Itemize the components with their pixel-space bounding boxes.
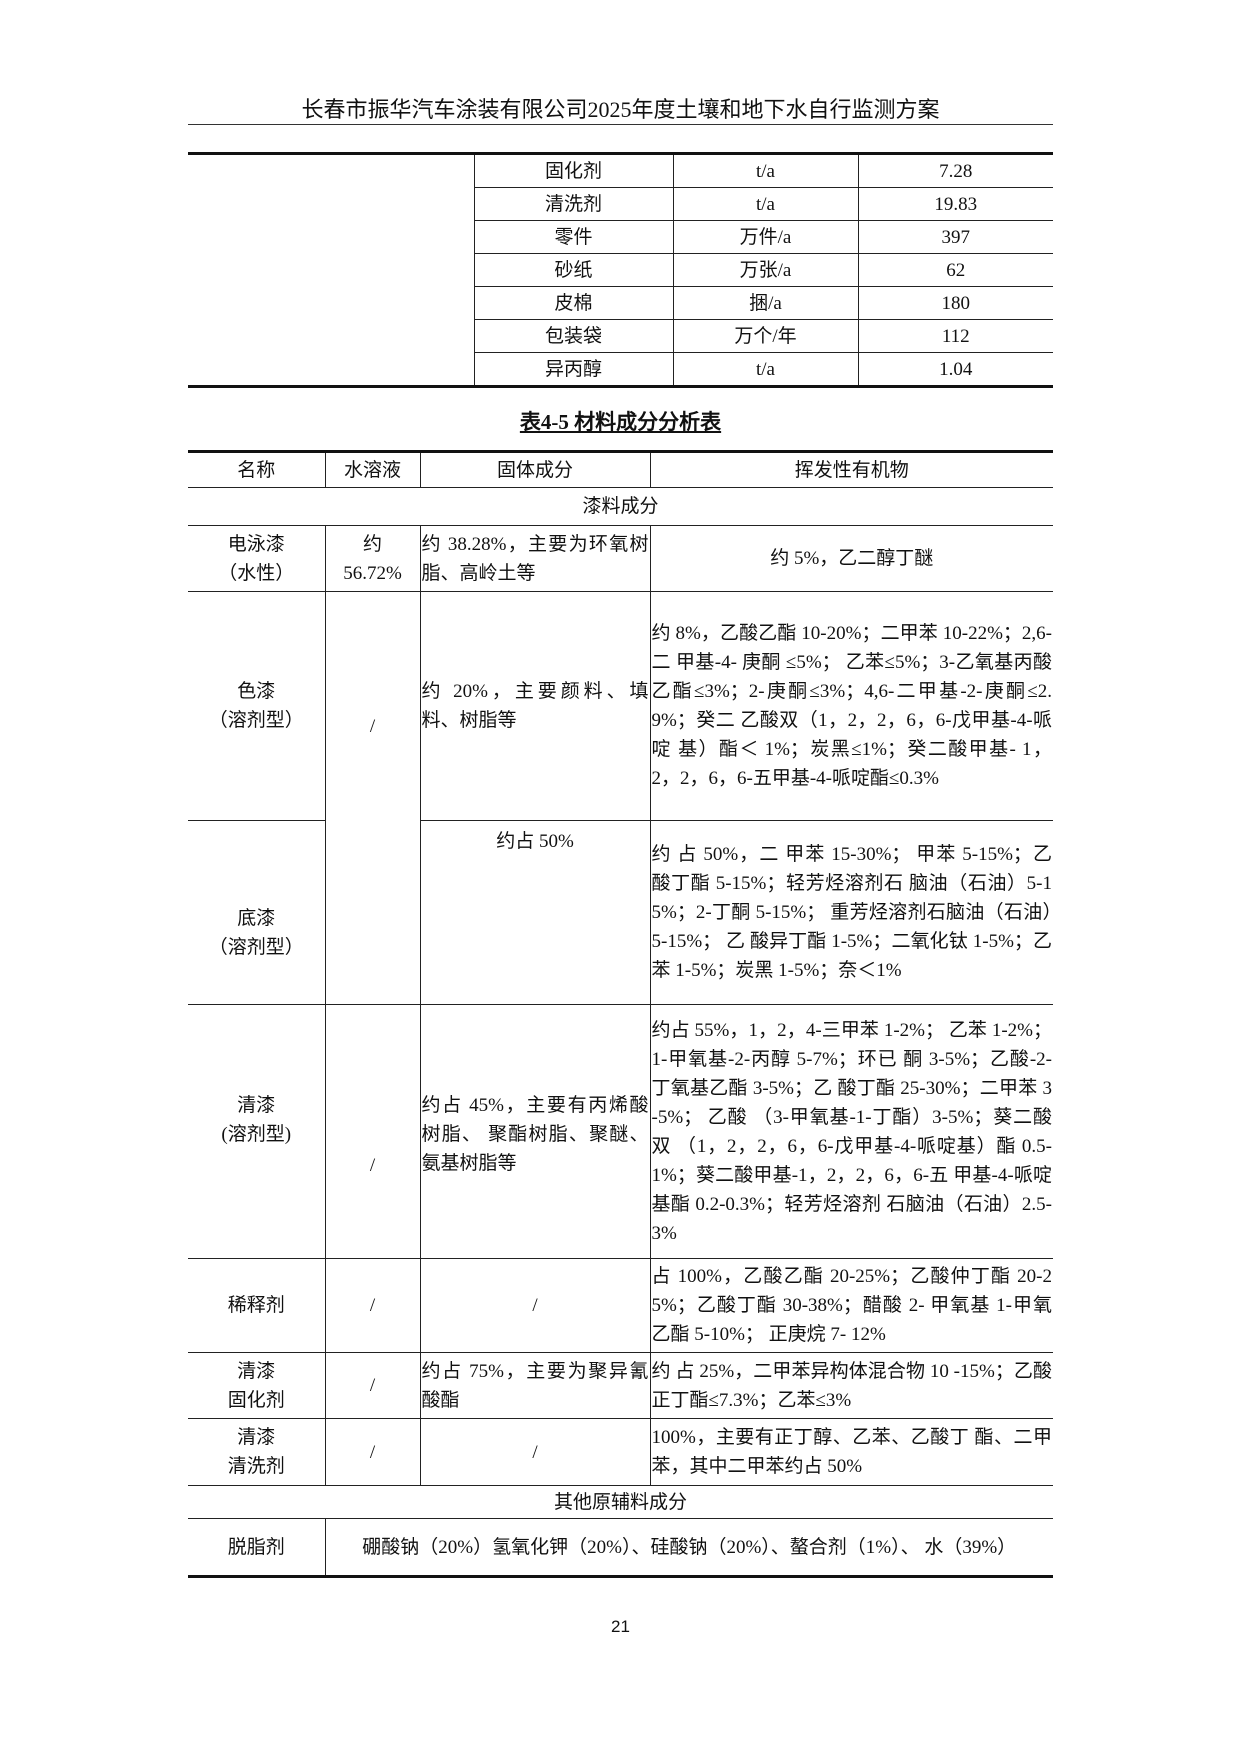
cell-unit: t/a xyxy=(672,352,859,387)
table-row: 清漆 固化剂 / 约占 75%，主要为聚异氰酸酯 约 占 25%，二甲苯异构体混合… xyxy=(188,1352,1053,1419)
table-row: 皮棉 捆/a 180 xyxy=(188,286,1053,320)
row-solid: 约 38.28%，主要为环氧树脂、高岭土等 xyxy=(419,525,651,592)
row-water: / xyxy=(324,1352,421,1419)
row-water: / xyxy=(324,1418,421,1486)
row-voc: 约 占 25%，二甲苯异构体混合物 10 -15%；乙酸正丁酯≤7.3%；乙苯≤… xyxy=(649,1352,1053,1419)
section-other: 其他原辅料成分 xyxy=(188,1485,1053,1519)
cell-name: 砂纸 xyxy=(473,253,674,287)
table-row: 砂纸 万张/a 62 xyxy=(188,253,1053,287)
section-paint: 漆料成分 xyxy=(188,487,1053,526)
row-name: 色漆 （溶剂型） xyxy=(188,591,326,821)
table-row: 清漆 (溶剂型) / 约占 45%，主要有丙烯酸树脂、 聚酯树脂、聚醚、氨基树脂等… xyxy=(188,1004,1053,1259)
cell-name: 零件 xyxy=(473,220,674,254)
cell-name: 皮棉 xyxy=(473,286,674,320)
table-row: 底漆 （溶剂型） 约占 50% 约 占 50%，二 甲苯 15-30%； 甲苯 5… xyxy=(188,820,1053,1005)
row-solid: / xyxy=(419,1258,651,1353)
blank-cell xyxy=(188,153,475,387)
cell-unit: 万个/年 xyxy=(672,319,859,353)
row-name: 稀释剂 xyxy=(188,1258,326,1353)
cell-value: 1.04 xyxy=(857,352,1053,387)
table-row: 电泳漆 （水性） 约 56.72% 约 38.28%，主要为环氧树脂、高岭土等 约 … xyxy=(188,525,1053,592)
row-voc: 100%，主要有正丁醇、乙苯、乙酸丁 酯、二甲苯，其中二甲苯约占 50% xyxy=(649,1418,1053,1486)
cell-value: 62 xyxy=(857,253,1053,287)
table-caption-text: 表4-5 材料成分分析表 xyxy=(519,410,722,434)
header-voc: 挥发性有机物 xyxy=(649,451,1053,488)
header-divider xyxy=(188,124,1053,125)
cell-unit: t/a xyxy=(672,153,859,188)
row-name: 清漆 固化剂 xyxy=(188,1352,326,1419)
table-caption: 表4-5 材料成分分析表 xyxy=(0,406,1241,436)
cell-name: 异丙醇 xyxy=(473,352,674,387)
row-water: / xyxy=(324,1004,421,1259)
cell-name: 包装袋 xyxy=(473,319,674,353)
row-water: 约 56.72% xyxy=(324,525,421,592)
row-solid: / xyxy=(419,1418,651,1486)
row-water: / xyxy=(324,1258,421,1353)
row-voc: 占 100%，乙酸乙酯 20-25%；乙酸仲丁酯 20-25%；乙酸丁酯 30-… xyxy=(649,1258,1053,1353)
cell-name: 固化剂 xyxy=(473,153,674,188)
row-voc: 约占 55%，1，2，4-三甲苯 1-2%； 乙苯 1-2%；1-甲氧基-2-丙… xyxy=(649,1004,1053,1259)
header-solid: 固体成分 xyxy=(419,451,651,488)
material-composition-table: 名称 水溶液 固体成分 挥发性有机物 漆料成分 电泳漆 （水性） 约 56.72% … xyxy=(188,450,1053,1578)
row-solid: 约占 45%，主要有丙烯酸树脂、 聚酯树脂、聚醚、氨基树脂等 xyxy=(419,1004,651,1259)
table-row: 色漆 （溶剂型） / 约 20%，主要颜料、填料、树脂等 约 8%，乙酸乙酯 10… xyxy=(188,591,1053,1005)
row-solid: 约占 50% xyxy=(419,820,651,1005)
cell-value: 180 xyxy=(857,286,1053,320)
header-name: 名称 xyxy=(188,451,326,488)
row-solid: 约占 75%，主要为聚异氰酸酯 xyxy=(419,1352,651,1419)
cell-unit: 万件/a xyxy=(672,220,859,254)
cell-value: 397 xyxy=(857,220,1053,254)
header-water: 水溶液 xyxy=(324,451,421,488)
row-voc: 约 5%，乙二醇丁醚 xyxy=(649,525,1053,592)
cell-unit: t/a xyxy=(672,187,859,221)
row-voc: 约 8%，乙酸乙酯 10-20%；二甲苯 10-22%；2,6-二 甲基-4- … xyxy=(649,591,1053,821)
table-row: 稀释剂 / / 占 100%，乙酸乙酯 20-25%；乙酸仲丁酯 20-25%；… xyxy=(188,1258,1053,1353)
cell-value: 19.83 xyxy=(857,187,1053,221)
cell-unit: 捆/a xyxy=(672,286,859,320)
row-name: 底漆 （溶剂型） xyxy=(188,820,326,1005)
row-content: 硼酸钠（20%）氢氧化钾（20%）、硅酸钠（20%）、螯合剂（1%）、 水（39… xyxy=(324,1518,1053,1577)
cell-name: 清洗剂 xyxy=(473,187,674,221)
table-header-row: 名称 水溶液 固体成分 挥发性有机物 xyxy=(188,451,1053,488)
table-row: 脱脂剂 硼酸钠（20%）氢氧化钾（20%）、硅酸钠（20%）、螯合剂（1%）、 … xyxy=(188,1518,1053,1577)
table-row: 固化剂 t/a 7.28 xyxy=(188,153,1053,387)
table-row: 异丙醇 t/a 1.04 xyxy=(188,352,1053,387)
cell-unit: 万张/a xyxy=(672,253,859,287)
row-solid: 约 20%，主要颜料、填料、树脂等 xyxy=(419,591,651,821)
table-row: 包装袋 万个/年 112 xyxy=(188,319,1053,353)
page-header-title: 长春市振华汽车涂装有限公司2025年度土壤和地下水自行监测方案 xyxy=(301,97,940,122)
row-name: 清漆 (溶剂型) xyxy=(188,1004,326,1259)
row-voc: 约 占 50%，二 甲苯 15-30%； 甲苯 5-15%；乙酸丁酯 5-15%… xyxy=(649,820,1053,1005)
cell-value: 7.28 xyxy=(857,153,1053,188)
row-water: / xyxy=(324,591,421,1005)
page-number: 21 xyxy=(611,1617,630,1636)
cell-value: 112 xyxy=(857,319,1053,353)
materials-usage-table-continued: 固化剂 t/a 7.28 清洗剂 t/a 19.83 零件 万件/a 397 砂纸 万张/a 62 皮棉… xyxy=(188,152,1053,388)
table-row: 清漆 清洗剂 / / 100%，主要有正丁醇、乙苯、乙酸丁 酯、二甲苯，其中二甲苯… xyxy=(188,1418,1053,1486)
row-name: 清漆 清洗剂 xyxy=(188,1418,326,1486)
row-name: 电泳漆 （水性） xyxy=(188,525,326,592)
row-name: 脱脂剂 xyxy=(188,1518,326,1577)
